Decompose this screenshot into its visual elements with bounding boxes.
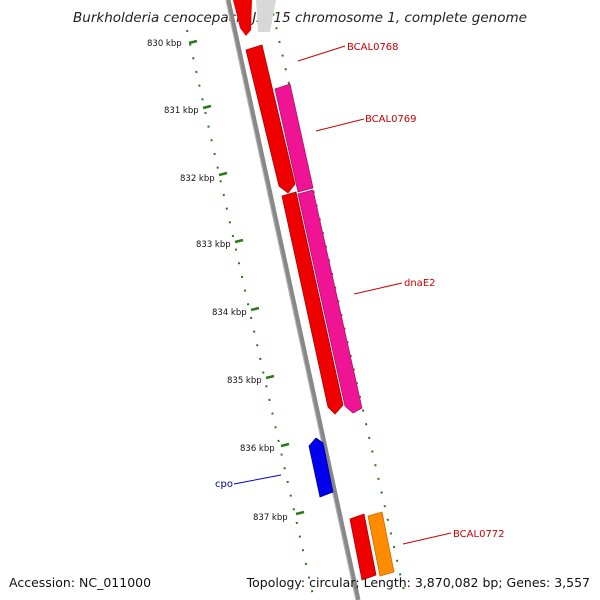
tick-mark — [295, 510, 305, 516]
tick-label: 835 kbp — [227, 376, 262, 386]
gene-feature-bcal0772 — [367, 511, 395, 577]
gene-label-dnae2: dnaE2 — [404, 278, 436, 289]
tick-label: 830 kbp — [147, 39, 182, 49]
tick-mark — [202, 104, 212, 110]
gene-label-bcal0769: BCAL0769 — [365, 114, 417, 125]
tick-mark — [265, 374, 275, 380]
gene-feature-dnae2 — [297, 189, 363, 414]
tick-label: 833 kbp — [196, 240, 231, 250]
leader-line-bcal0769 — [315, 118, 365, 132]
tick-label: 837 kbp — [253, 513, 288, 523]
gene-feature-red-lower — [281, 191, 344, 415]
tick-label: 832 kbp — [180, 174, 215, 184]
gene-label-bcal0768: BCAL0768 — [347, 42, 399, 53]
tick-label: 831 kbp — [164, 106, 199, 116]
genome-summary: Topology: circular; Length: 3,870,082 bp… — [246, 575, 590, 590]
tick-mark — [234, 238, 244, 244]
leader-line-bcal0768 — [297, 45, 346, 62]
gene-feature-partial-red — [233, 0, 252, 36]
major-ticks — [188, 39, 305, 516]
tick-mark — [250, 306, 260, 312]
tick-label: 836 kbp — [240, 444, 275, 454]
tick-mark — [188, 39, 198, 45]
gene-feature-bcal0768 — [245, 44, 296, 194]
leader-line-bcal0772 — [402, 532, 452, 545]
gene-label-bcal0772: BCAL0772 — [453, 529, 505, 540]
map-title: Burkholderia cenocepacia J2315 chromosom… — [73, 10, 527, 26]
tick-mark — [280, 442, 290, 448]
gene-feature-cpo — [308, 437, 334, 498]
tick-label: 834 kbp — [212, 308, 247, 318]
chromosome-backbone-highlight — [225, 0, 357, 600]
gene-feature-bcal0769 — [274, 83, 314, 193]
leader-line-cpo — [233, 474, 282, 485]
accession-label: Accession: NC_011000 — [9, 575, 152, 590]
gene-feature-red-bottom — [349, 513, 377, 581]
gene-feature-partial-grey — [256, 0, 276, 32]
chromosome-backbone — [225, 0, 361, 600]
gene-label-cpo: cpo — [215, 479, 233, 490]
leader-line-dnae2 — [353, 282, 403, 295]
tick-mark — [218, 171, 228, 177]
